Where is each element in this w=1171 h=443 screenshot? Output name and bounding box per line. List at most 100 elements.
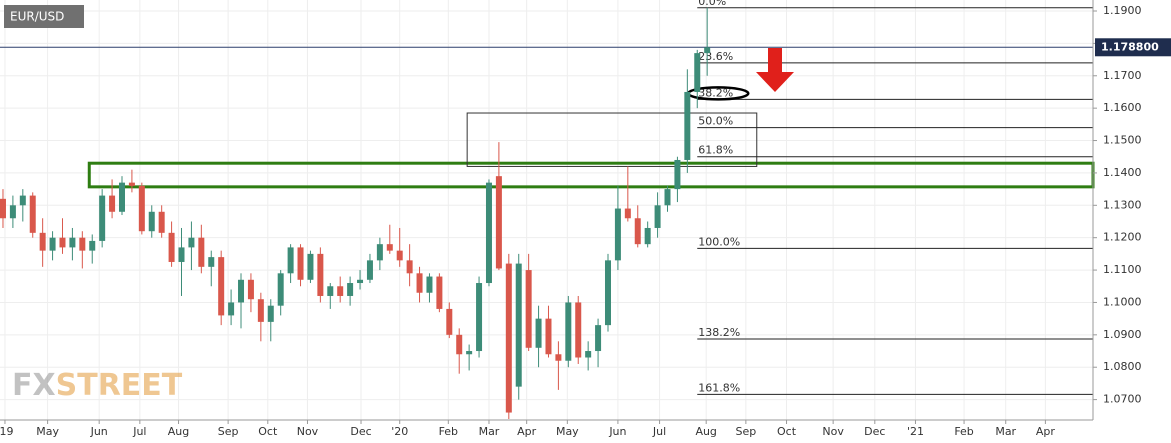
x-tick-label: Oct — [258, 425, 278, 438]
candle-body — [535, 318, 542, 348]
candle-body — [505, 263, 512, 413]
x-tick-label: Nov — [822, 425, 844, 438]
candle-body — [317, 253, 324, 296]
candle-body — [287, 247, 294, 274]
candle-body — [79, 237, 86, 251]
x-tick-label: Jun — [90, 425, 108, 438]
watermark-prefix: FX — [12, 368, 56, 403]
x-tick-label: '19 — [0, 425, 13, 438]
candle-body — [138, 185, 145, 232]
candle-body — [585, 351, 592, 358]
x-tick-label: May — [556, 425, 579, 438]
x-tick-label: '21 — [907, 425, 924, 438]
symbol-box — [4, 5, 84, 28]
candle-body — [277, 273, 284, 306]
arrow — [756, 48, 794, 92]
candle-body — [188, 237, 195, 248]
candle-body — [436, 276, 443, 309]
y-tick-label: 1.1100 — [1103, 263, 1142, 276]
candle-body — [614, 208, 621, 261]
x-tick-label: Aug — [168, 425, 189, 438]
candle-body — [704, 47, 711, 54]
x-tick-label: Apr — [517, 425, 537, 438]
candle-body — [654, 205, 661, 228]
candle-body — [416, 273, 423, 293]
candle-body — [396, 250, 403, 261]
candle-body — [297, 247, 304, 280]
candles — [0, 7, 711, 420]
fib-label: 23.6% — [698, 50, 733, 63]
x-tick-label: Oct — [777, 425, 797, 438]
candle-body — [307, 253, 314, 280]
candle-body — [515, 263, 522, 387]
fib-label: 0.0% — [698, 0, 726, 8]
fib-label: 138.2% — [698, 326, 740, 339]
x-tick-label: Nov — [297, 425, 319, 438]
fib-label: 38.2% — [698, 86, 733, 99]
candle-body — [118, 182, 125, 212]
x-tick-label: Jul — [132, 425, 146, 438]
candle-body — [337, 286, 344, 296]
candle-body — [218, 257, 225, 316]
candle-body — [59, 237, 66, 248]
candle-body — [555, 354, 562, 361]
candle-body — [456, 334, 463, 355]
watermark: FXSTREET — [12, 368, 183, 403]
price-label: 1.178800 — [1101, 40, 1159, 53]
grid — [0, 0, 1093, 420]
candle-body — [89, 240, 96, 251]
x-tick-label: Dec — [864, 425, 885, 438]
candle-body — [228, 302, 235, 316]
candle-body — [19, 195, 26, 206]
x-tick-label: May — [36, 425, 59, 438]
x-tick-label: Feb — [954, 425, 973, 438]
y-tick-label: 1.1000 — [1103, 295, 1142, 308]
x-tick-label: Sep — [735, 425, 756, 438]
candle-body — [247, 279, 254, 300]
fib-label: 100.0% — [698, 235, 740, 248]
candle-body — [525, 270, 532, 348]
watermark-suffix: STREET — [56, 368, 183, 403]
candle-body — [148, 211, 155, 232]
x-tick-label: '20 — [391, 425, 408, 438]
y-tick-label: 1.0700 — [1103, 393, 1142, 406]
candle-body — [109, 195, 116, 212]
candle-body — [604, 260, 611, 326]
candle-body — [29, 195, 36, 233]
candle-body — [39, 232, 46, 251]
price-label-box — [1095, 38, 1171, 57]
candle-body — [565, 302, 572, 361]
candle-body — [208, 257, 215, 267]
candle-body — [198, 237, 205, 267]
y-tick-label: 1.1500 — [1103, 134, 1142, 147]
candle-body — [257, 299, 264, 322]
candle-body — [406, 260, 413, 274]
candle-body — [128, 182, 135, 186]
candle-body — [347, 283, 354, 296]
candle-body — [376, 244, 383, 261]
x-tick-label: Mar — [995, 425, 1016, 438]
candle-body — [238, 279, 245, 303]
y-tick-label: 1.1400 — [1103, 166, 1142, 179]
y-tick-label: 1.0900 — [1103, 328, 1142, 341]
fib-label: 161.8% — [698, 381, 740, 394]
candle-body — [69, 237, 76, 248]
x-tick-label: Apr — [1036, 425, 1056, 438]
candle-body — [426, 276, 433, 293]
candle-body — [49, 237, 56, 251]
symbol: EUR/USD — [10, 10, 64, 24]
y-tick-label: 1.1300 — [1103, 198, 1142, 211]
candle-body — [684, 91, 691, 160]
candle-body — [366, 260, 373, 280]
candle-body — [357, 279, 364, 284]
candle-body — [168, 232, 175, 262]
candle-body — [0, 198, 6, 219]
candle-body — [466, 351, 473, 355]
x-tick-label: Mar — [479, 425, 500, 438]
candle-body — [476, 283, 483, 352]
candle-body — [575, 302, 582, 358]
fib-label: 50.0% — [698, 115, 733, 128]
candle-body — [446, 308, 453, 335]
